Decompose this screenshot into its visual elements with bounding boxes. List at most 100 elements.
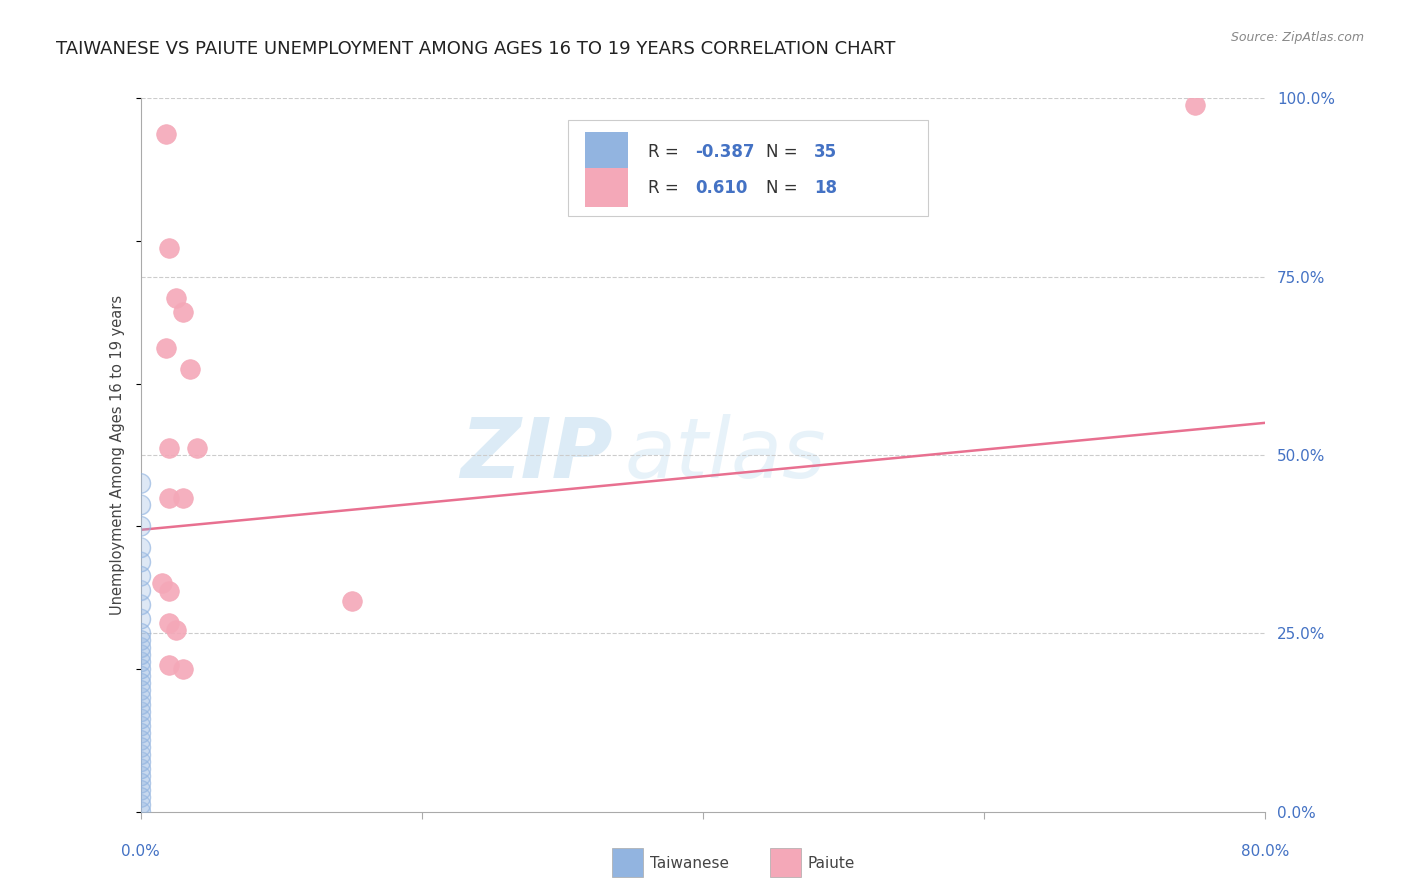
Point xyxy=(172,662,194,676)
Point xyxy=(129,640,152,655)
Point xyxy=(129,633,152,648)
Point xyxy=(129,755,152,769)
Point xyxy=(129,612,152,626)
Point xyxy=(129,541,152,555)
Point xyxy=(129,669,152,683)
Point xyxy=(165,291,187,305)
Text: Paiute: Paiute xyxy=(807,856,855,871)
Text: 0.610: 0.610 xyxy=(695,178,748,196)
Point xyxy=(129,733,152,747)
Point xyxy=(129,683,152,698)
Y-axis label: Unemployment Among Ages 16 to 19 years: Unemployment Among Ages 16 to 19 years xyxy=(110,295,125,615)
Point xyxy=(129,762,152,776)
Point xyxy=(129,755,152,769)
Point xyxy=(129,555,152,569)
Point xyxy=(129,498,152,512)
Point xyxy=(129,698,152,712)
Point xyxy=(129,612,152,626)
Point xyxy=(129,662,152,676)
Point xyxy=(155,341,177,355)
Point xyxy=(157,491,180,505)
Point xyxy=(157,583,180,598)
Point xyxy=(129,555,152,569)
Point xyxy=(129,698,152,712)
Point xyxy=(129,519,152,533)
Text: -0.387: -0.387 xyxy=(695,143,755,161)
Point xyxy=(129,498,152,512)
Point xyxy=(150,576,173,591)
Point xyxy=(129,747,152,762)
Point xyxy=(129,569,152,583)
Point xyxy=(157,241,180,255)
Point xyxy=(155,127,177,141)
Point xyxy=(129,712,152,726)
Point xyxy=(129,719,152,733)
Text: R =: R = xyxy=(648,178,689,196)
Text: atlas: atlas xyxy=(624,415,825,495)
Point xyxy=(129,790,152,805)
Point xyxy=(129,598,152,612)
Point xyxy=(129,740,152,755)
Point xyxy=(172,305,194,319)
Text: N =: N = xyxy=(766,143,803,161)
Text: 18: 18 xyxy=(814,178,838,196)
Point xyxy=(129,598,152,612)
Point xyxy=(129,762,152,776)
Point xyxy=(129,655,152,669)
Text: R =: R = xyxy=(648,143,683,161)
Point xyxy=(129,648,152,662)
Point xyxy=(179,362,201,376)
Point xyxy=(129,805,152,819)
Point xyxy=(129,662,152,676)
Point xyxy=(129,655,152,669)
Point xyxy=(129,676,152,690)
Point xyxy=(129,690,152,705)
Point xyxy=(129,776,152,790)
Point xyxy=(129,676,152,690)
Point xyxy=(129,476,152,491)
Point xyxy=(129,705,152,719)
Point xyxy=(129,476,152,491)
FancyBboxPatch shape xyxy=(568,120,928,216)
Point xyxy=(186,441,208,455)
Point xyxy=(129,626,152,640)
Point xyxy=(129,541,152,555)
Point xyxy=(129,583,152,598)
Text: ZIP: ZIP xyxy=(460,415,613,495)
Point xyxy=(129,648,152,662)
Point xyxy=(129,726,152,740)
Text: 0.0%: 0.0% xyxy=(121,844,160,859)
Point xyxy=(129,783,152,797)
Point xyxy=(165,623,187,637)
Point xyxy=(157,615,180,630)
Point xyxy=(172,491,194,505)
Point xyxy=(1184,98,1206,112)
Point xyxy=(129,740,152,755)
Point xyxy=(129,669,152,683)
Point xyxy=(129,705,152,719)
Point xyxy=(129,633,152,648)
Point xyxy=(129,769,152,783)
Point xyxy=(129,776,152,790)
Text: Taiwanese: Taiwanese xyxy=(650,856,728,871)
Point xyxy=(129,726,152,740)
Point xyxy=(129,712,152,726)
Point xyxy=(129,719,152,733)
Point xyxy=(129,683,152,698)
FancyBboxPatch shape xyxy=(585,168,627,207)
Point xyxy=(129,790,152,805)
Point xyxy=(129,797,152,812)
Point xyxy=(129,805,152,819)
Text: 80.0%: 80.0% xyxy=(1241,844,1289,859)
Point xyxy=(129,583,152,598)
Text: N =: N = xyxy=(766,178,803,196)
Point xyxy=(157,441,180,455)
Point xyxy=(129,797,152,812)
Text: Source: ZipAtlas.com: Source: ZipAtlas.com xyxy=(1230,31,1364,45)
Text: 35: 35 xyxy=(814,143,838,161)
Point xyxy=(129,769,152,783)
Point xyxy=(340,594,363,608)
Point xyxy=(129,569,152,583)
FancyBboxPatch shape xyxy=(585,132,627,171)
Point xyxy=(129,690,152,705)
